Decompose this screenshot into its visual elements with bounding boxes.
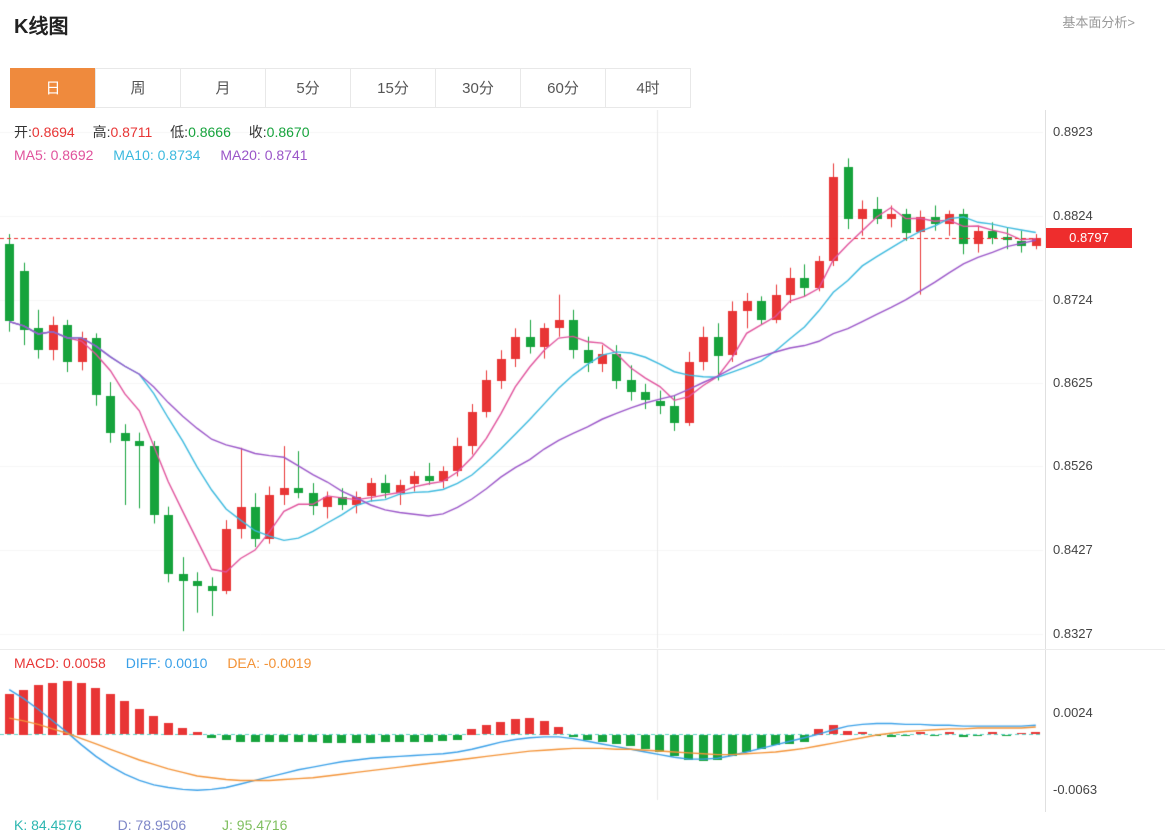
high-label: 高: <box>92 124 111 140</box>
axis-separator-line <box>1045 110 1046 812</box>
kdj-k-value: K: 84.4576 <box>14 817 82 833</box>
kdj-d-value: D: 78.9506 <box>117 817 187 833</box>
page-title: K线图 <box>14 16 69 38</box>
current-price-tag: 0.8797 <box>1046 228 1132 248</box>
open-label: 开: <box>14 124 32 140</box>
candlestick-canvas[interactable] <box>0 110 1045 650</box>
tab-15min[interactable]: 15分 <box>350 68 436 108</box>
ma-legend: MA5: 0.8692 MA10: 0.8734 MA20: 0.8741 <box>14 147 324 163</box>
close-label: 收: <box>248 124 267 140</box>
open-value: 0.8694 <box>31 124 75 140</box>
close-value: 0.8670 <box>266 124 310 140</box>
ma20-value: MA20: 0.8741 <box>220 147 308 163</box>
low-label: 低: <box>170 124 189 140</box>
tab-60min[interactable]: 60分 <box>520 68 606 108</box>
tab-30min[interactable]: 30分 <box>435 68 521 108</box>
ohlc-legend: 开:0.8694 高:0.8711 低:0.8666 收:0.8670 <box>14 122 324 142</box>
period-tabs: 日 周 月 5分 15分 30分 60分 4时 <box>10 68 691 108</box>
tab-day[interactable]: 日 <box>10 68 96 108</box>
macd-canvas[interactable] <box>0 650 1045 812</box>
price-axis-label: 0.8724 <box>1053 292 1093 307</box>
ma5-value: MA5: 0.8692 <box>14 147 94 163</box>
price-axis-label: 0.8526 <box>1053 458 1093 473</box>
macd-legend: MACD: 0.0058 DIFF: 0.0010 DEA: -0.0019 <box>14 655 327 671</box>
ma10-value: MA10: 0.8734 <box>113 147 201 163</box>
price-axis-label: 0.8427 <box>1053 542 1093 557</box>
macd-axis-label: -0.0063 <box>1053 782 1098 797</box>
price-axis-label: 0.8824 <box>1053 208 1093 223</box>
low-value: 0.8666 <box>188 124 231 140</box>
fundamental-analysis-link[interactable]: 基本面分析> <box>1062 15 1135 30</box>
price-axis-label: 0.8625 <box>1053 375 1093 390</box>
macd-value: MACD: 0.0058 <box>14 655 106 671</box>
tab-week[interactable]: 周 <box>95 68 181 108</box>
panel-separator <box>0 649 1165 650</box>
tab-month[interactable]: 月 <box>180 68 266 108</box>
macd-axis-label: 0.0024 <box>1053 705 1093 720</box>
diff-value: DIFF: 0.0010 <box>125 655 208 671</box>
price-axis-label: 0.8327 <box>1053 626 1093 641</box>
tab-5min[interactable]: 5分 <box>265 68 351 108</box>
dea-value: DEA: -0.0019 <box>227 655 312 671</box>
kdj-legend: K: 84.4576 D: 78.9506 J: 95.4716 <box>0 812 1165 840</box>
tab-4hour[interactable]: 4时 <box>605 68 691 108</box>
high-value: 0.8711 <box>110 124 153 140</box>
price-axis-label: 0.8923 <box>1053 124 1093 139</box>
kdj-j-value: J: 95.4716 <box>222 817 288 833</box>
